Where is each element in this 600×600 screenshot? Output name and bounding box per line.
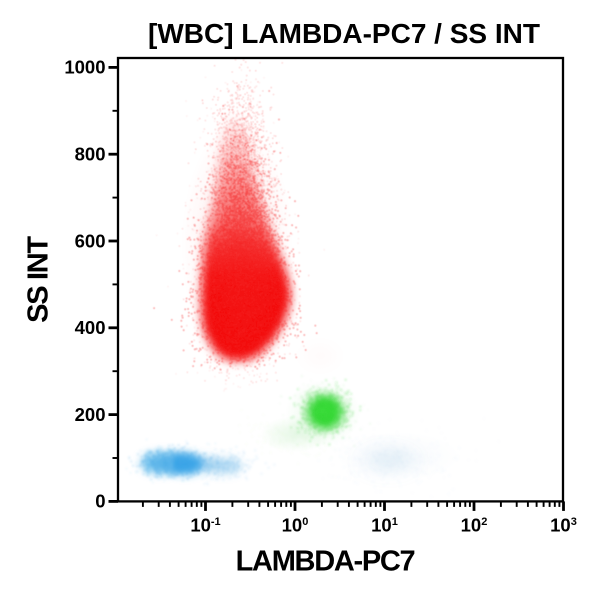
svg-text:LAMBDA-PC7: LAMBDA-PC7 [236,546,415,578]
svg-text:400: 400 [75,317,106,338]
svg-text:200: 200 [75,404,106,425]
svg-text:10-1: 10-1 [190,515,220,536]
svg-text:100: 100 [282,515,309,536]
svg-text:800: 800 [75,144,106,165]
svg-text:1000: 1000 [64,57,105,78]
svg-text:103: 103 [550,515,577,536]
svg-text:600: 600 [75,230,106,251]
svg-text:102: 102 [461,515,488,536]
svg-text:101: 101 [371,515,398,536]
svg-text:[WBC] LAMBDA-PC7 / SS INT: [WBC] LAMBDA-PC7 / SS INT [148,18,540,49]
svg-text:0: 0 [95,491,105,512]
svg-text:SS INT: SS INT [23,236,55,323]
